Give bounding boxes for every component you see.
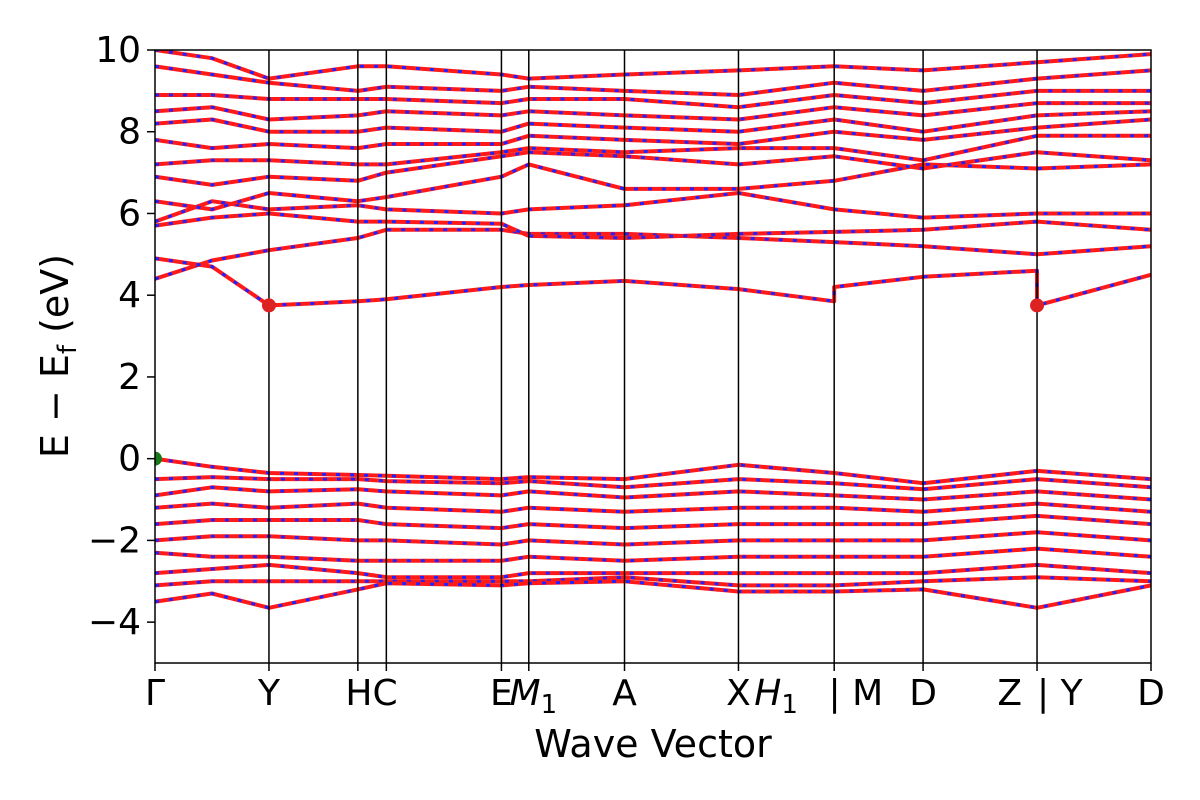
x-axis-title: Wave Vector (534, 722, 772, 766)
x-tick-label-main: | Y (1037, 673, 1084, 714)
x-tick-label: Z (997, 673, 1022, 714)
band-line-17 (155, 513, 1151, 531)
x-tick-label-main: H (754, 673, 781, 714)
x-tick-label: E (490, 673, 513, 714)
x-tick-label-main: A (612, 673, 637, 714)
kpoint-separators (268, 50, 1038, 663)
y-tick-label: 8 (118, 112, 141, 153)
band-edge-markers (155, 298, 1045, 466)
x-tick-label: X (726, 673, 751, 714)
y-tick-label: −2 (88, 520, 141, 561)
band-line-overlay-1 (155, 256, 1151, 308)
band-line-19 (155, 546, 1151, 563)
x-tick-label: HC (345, 673, 397, 714)
band-line-22 (155, 579, 1151, 610)
x-tick-label-sub: 1 (781, 690, 798, 720)
plot-frame (154, 49, 1152, 664)
band-line-14 (155, 475, 1151, 492)
x-tick-label: | Y (1037, 673, 1084, 714)
y-axis-title-unit: (eV) (33, 254, 77, 333)
y-axis-title-sub: f (53, 344, 83, 354)
band-line-18 (155, 530, 1151, 547)
x-tick-label: | M (829, 673, 884, 714)
y-tick-label: 0 (118, 439, 141, 480)
x-tick-label-main: Y (257, 673, 281, 714)
y-tick-label: 2 (118, 357, 141, 398)
y-tick-label: −4 (88, 602, 141, 643)
conduction-band-minimum-Y2-marker (1030, 298, 1045, 313)
x-tick-label: Y (257, 673, 281, 714)
x-tick-label-main: Γ (145, 673, 165, 714)
y-tick-label: 6 (118, 193, 141, 234)
x-tick-label: Γ (145, 673, 165, 714)
band-line-20 (155, 562, 1151, 580)
band-line-12 (155, 50, 1151, 81)
band-line-8 (155, 109, 1151, 134)
band-lines (155, 50, 1151, 610)
x-tick-label-main: HC (345, 673, 397, 714)
x-tick-label: M1 (510, 673, 558, 720)
y-axis-ticks: −4 −2 0 2 4 6 8 10 (88, 30, 155, 643)
y-axis-title: E − Ef (eV) (33, 254, 83, 458)
x-tick-label-main: D (1137, 673, 1165, 714)
y-tick-label: 10 (95, 30, 141, 71)
x-tick-label-main: D (909, 673, 937, 714)
x-tick-label-main: Z (997, 673, 1022, 714)
x-tick-label-main: M (510, 673, 541, 714)
x-tick-label: D (1137, 673, 1165, 714)
x-tick-label: D (909, 673, 937, 714)
x-tick-label: A (612, 673, 637, 714)
band-line-16 (155, 501, 1151, 514)
x-tick-label-sub: 1 (541, 690, 558, 720)
x-tick-label-main: | M (829, 673, 884, 714)
band-line-11 (155, 64, 1151, 97)
y-tick-label: 4 (118, 275, 141, 316)
band-line-15 (155, 485, 1151, 502)
x-tick-label-main: E (490, 673, 513, 714)
conduction-band-minimum-Y-marker (261, 298, 276, 313)
band-line-9 (155, 101, 1151, 122)
valence-band-maximum-marker (155, 451, 162, 466)
y-axis-title-main: E − E (33, 354, 77, 458)
x-tick-label: H1 (754, 673, 798, 720)
band-line-1 (155, 256, 1151, 308)
x-tick-label-main: X (726, 673, 751, 714)
